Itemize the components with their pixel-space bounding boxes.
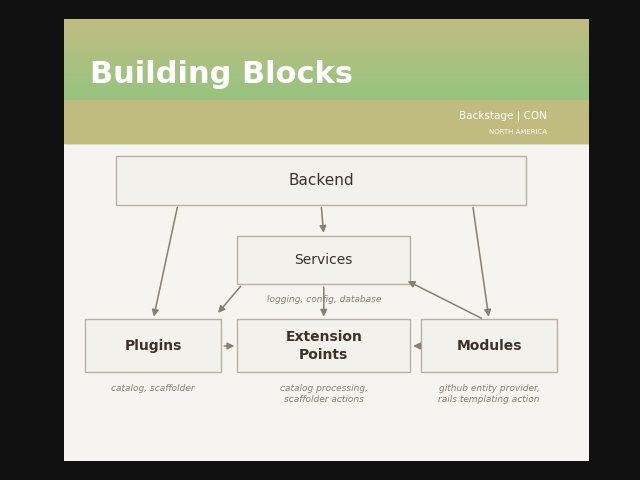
- Bar: [64, 113, 589, 115]
- Bar: [64, 66, 589, 67]
- Bar: [64, 44, 589, 46]
- Bar: [64, 22, 589, 24]
- Bar: [64, 67, 589, 69]
- Bar: [64, 35, 589, 36]
- Bar: [64, 103, 589, 104]
- Bar: [64, 112, 589, 113]
- FancyBboxPatch shape: [421, 320, 557, 372]
- Bar: [64, 109, 589, 110]
- Bar: [64, 126, 589, 127]
- Bar: [64, 38, 589, 39]
- FancyBboxPatch shape: [237, 236, 410, 284]
- Bar: [64, 138, 589, 140]
- Bar: [64, 133, 589, 135]
- Text: Modules: Modules: [456, 339, 522, 353]
- Bar: [64, 75, 589, 76]
- Bar: [64, 83, 589, 84]
- Text: NORTH AMERICA: NORTH AMERICA: [489, 129, 547, 135]
- Bar: [64, 58, 589, 60]
- Bar: [64, 28, 589, 30]
- Bar: [64, 76, 589, 78]
- Text: Services: Services: [294, 253, 353, 267]
- Bar: [64, 95, 589, 96]
- Bar: [64, 115, 589, 117]
- Bar: [64, 90, 589, 92]
- Bar: [64, 72, 589, 73]
- FancyBboxPatch shape: [237, 320, 410, 372]
- Text: Building Blocks: Building Blocks: [90, 60, 353, 89]
- Bar: [64, 27, 589, 28]
- Bar: [64, 127, 589, 129]
- Bar: [64, 123, 589, 124]
- Bar: [64, 96, 589, 98]
- Bar: [64, 81, 589, 83]
- Text: Backstage | CON: Backstage | CON: [459, 111, 547, 121]
- Bar: [64, 52, 589, 53]
- Bar: [64, 46, 589, 47]
- Bar: [64, 62, 589, 64]
- Text: catalog processing,
scaffolder actions: catalog processing, scaffolder actions: [280, 384, 368, 404]
- Bar: [64, 108, 589, 109]
- Bar: [64, 85, 589, 87]
- Bar: [64, 99, 589, 143]
- Bar: [64, 121, 589, 123]
- Bar: [64, 42, 589, 44]
- Bar: [64, 80, 589, 81]
- Bar: [64, 106, 589, 108]
- Bar: [64, 33, 589, 35]
- Bar: [64, 92, 589, 94]
- Bar: [64, 47, 589, 48]
- Text: Backend: Backend: [289, 173, 354, 188]
- Bar: [64, 36, 589, 38]
- Bar: [64, 48, 589, 50]
- Bar: [64, 99, 589, 101]
- Bar: [64, 78, 589, 80]
- Bar: [64, 21, 589, 22]
- Bar: [64, 104, 589, 106]
- Bar: [64, 129, 589, 131]
- Bar: [64, 70, 589, 72]
- Bar: [64, 61, 589, 62]
- Bar: [64, 56, 589, 58]
- Bar: [64, 117, 589, 118]
- Bar: [64, 25, 589, 27]
- Bar: [64, 32, 589, 33]
- Bar: [64, 124, 589, 126]
- Bar: [64, 19, 589, 21]
- Bar: [64, 64, 589, 66]
- Bar: [64, 101, 589, 103]
- Text: Extension
Points: Extension Points: [285, 330, 362, 361]
- Bar: [64, 89, 589, 90]
- Bar: [64, 39, 589, 41]
- Bar: [64, 140, 589, 141]
- Bar: [64, 110, 589, 112]
- Bar: [64, 41, 589, 42]
- Bar: [64, 55, 589, 56]
- Bar: [64, 30, 589, 32]
- Bar: [64, 135, 589, 137]
- Text: Plugins: Plugins: [125, 339, 182, 353]
- Bar: [64, 24, 589, 25]
- Bar: [64, 141, 589, 143]
- Text: catalog, scaffolder: catalog, scaffolder: [111, 384, 195, 393]
- Bar: [64, 60, 589, 61]
- Bar: [64, 50, 589, 52]
- FancyBboxPatch shape: [85, 320, 221, 372]
- FancyBboxPatch shape: [116, 156, 526, 204]
- Bar: [64, 94, 589, 95]
- Bar: [64, 131, 589, 132]
- Bar: [64, 132, 589, 133]
- Bar: [64, 98, 589, 99]
- Bar: [64, 143, 589, 461]
- Bar: [64, 69, 589, 70]
- Bar: [64, 120, 589, 121]
- Bar: [64, 87, 589, 89]
- Text: github entity provider,
rails templating action: github entity provider, rails templating…: [438, 384, 540, 404]
- Bar: [64, 118, 589, 120]
- Bar: [64, 53, 589, 55]
- Bar: [64, 84, 589, 85]
- Text: logging, config, database: logging, config, database: [267, 295, 381, 304]
- Bar: [64, 73, 589, 75]
- Bar: [64, 137, 589, 138]
